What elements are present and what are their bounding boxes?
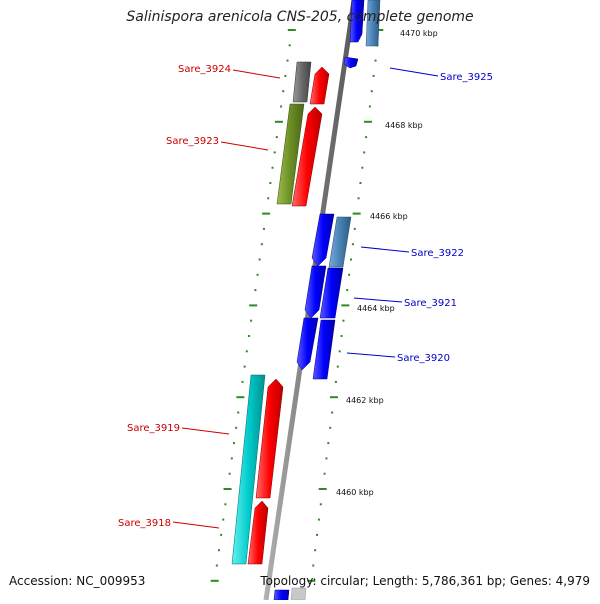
gene-label-sare-3922[interactable]: Sare_3922 bbox=[411, 248, 464, 259]
callout-sare-3922 bbox=[360, 246, 410, 253]
feature-cds-reverse-3920a[interactable] bbox=[296, 317, 319, 371]
feature-cds-forward-3923[interactable] bbox=[291, 106, 323, 207]
feature-cds-reverse-3922[interactable] bbox=[311, 213, 335, 267]
feature-cds-reverse-3925[interactable] bbox=[343, 56, 359, 69]
callout-sare-3921 bbox=[353, 297, 403, 303]
callout-sare-3924 bbox=[232, 69, 281, 79]
feature-rna-forward-3923[interactable] bbox=[276, 103, 305, 205]
feature-cds-reverse-3920b[interactable] bbox=[312, 319, 336, 380]
feature-cds-forward-3918[interactable] bbox=[247, 500, 269, 565]
feature-cds-reverse-bottom[interactable] bbox=[273, 589, 290, 601]
gene-label-sare-3919[interactable]: Sare_3919 bbox=[127, 423, 180, 434]
callout-sare-3925 bbox=[389, 67, 439, 77]
gene-label-sare-3921[interactable]: Sare_3921 bbox=[404, 298, 457, 309]
gene-label-sare-3920[interactable]: Sare_3920 bbox=[397, 353, 450, 364]
feature-rna-reverse-3922[interactable] bbox=[328, 216, 352, 268]
feature-cds-forward-3924[interactable] bbox=[309, 66, 330, 105]
scale-label-4470: 4470 kbp bbox=[400, 29, 438, 38]
gene-label-sare-3925[interactable]: Sare_3925 bbox=[440, 72, 493, 83]
features bbox=[231, 0, 381, 601]
scale-label-4466: 4466 kbp bbox=[370, 212, 408, 221]
scale-labels: 4470 kbp 4468 kbp 4466 kbp 4464 kbp 4462… bbox=[336, 29, 438, 497]
feature-misc-reverse-bottom[interactable] bbox=[290, 587, 307, 601]
feature-cds-reverse-3921a[interactable] bbox=[304, 265, 327, 319]
feature-cds-forward-3919[interactable] bbox=[255, 378, 284, 499]
callout-sare-3923 bbox=[220, 141, 269, 151]
map-title: Salinispora arenicola CNS-205, complete … bbox=[126, 9, 474, 25]
scale-label-4468: 4468 kbp bbox=[385, 121, 423, 130]
feature-misc-forward-3924[interactable] bbox=[292, 61, 312, 103]
callout-sare-3919 bbox=[181, 427, 230, 435]
accession-text: Accession: NC_009953 bbox=[9, 574, 146, 588]
scale-label-4462: 4462 kbp bbox=[346, 396, 384, 405]
feature-cds-reverse-3921b[interactable] bbox=[319, 267, 344, 319]
gene-label-sare-3924[interactable]: Sare_3924 bbox=[178, 64, 231, 75]
genome-summary-text: Topology: circular; Length: 5,786,361 bp… bbox=[260, 574, 590, 588]
feature-rna-reverse-top[interactable] bbox=[365, 0, 381, 47]
callout-sare-3920 bbox=[346, 352, 396, 358]
gene-labels: Sare_3925 Sare_3924 Sare_3923 Sare_3922 … bbox=[118, 64, 493, 529]
feature-cds-reverse-top[interactable] bbox=[349, 0, 365, 43]
scale-ticks bbox=[210, 29, 384, 582]
callout-sare-3918 bbox=[172, 521, 220, 529]
callout-lines bbox=[172, 67, 439, 529]
gene-label-sare-3918[interactable]: Sare_3918 bbox=[118, 518, 171, 529]
feature-misc-reverse-3919[interactable] bbox=[231, 374, 266, 565]
scale-label-4460: 4460 kbp bbox=[336, 488, 374, 497]
scale-label-4464: 4464 kbp bbox=[357, 304, 395, 313]
gene-label-sare-3923[interactable]: Sare_3923 bbox=[166, 136, 219, 147]
